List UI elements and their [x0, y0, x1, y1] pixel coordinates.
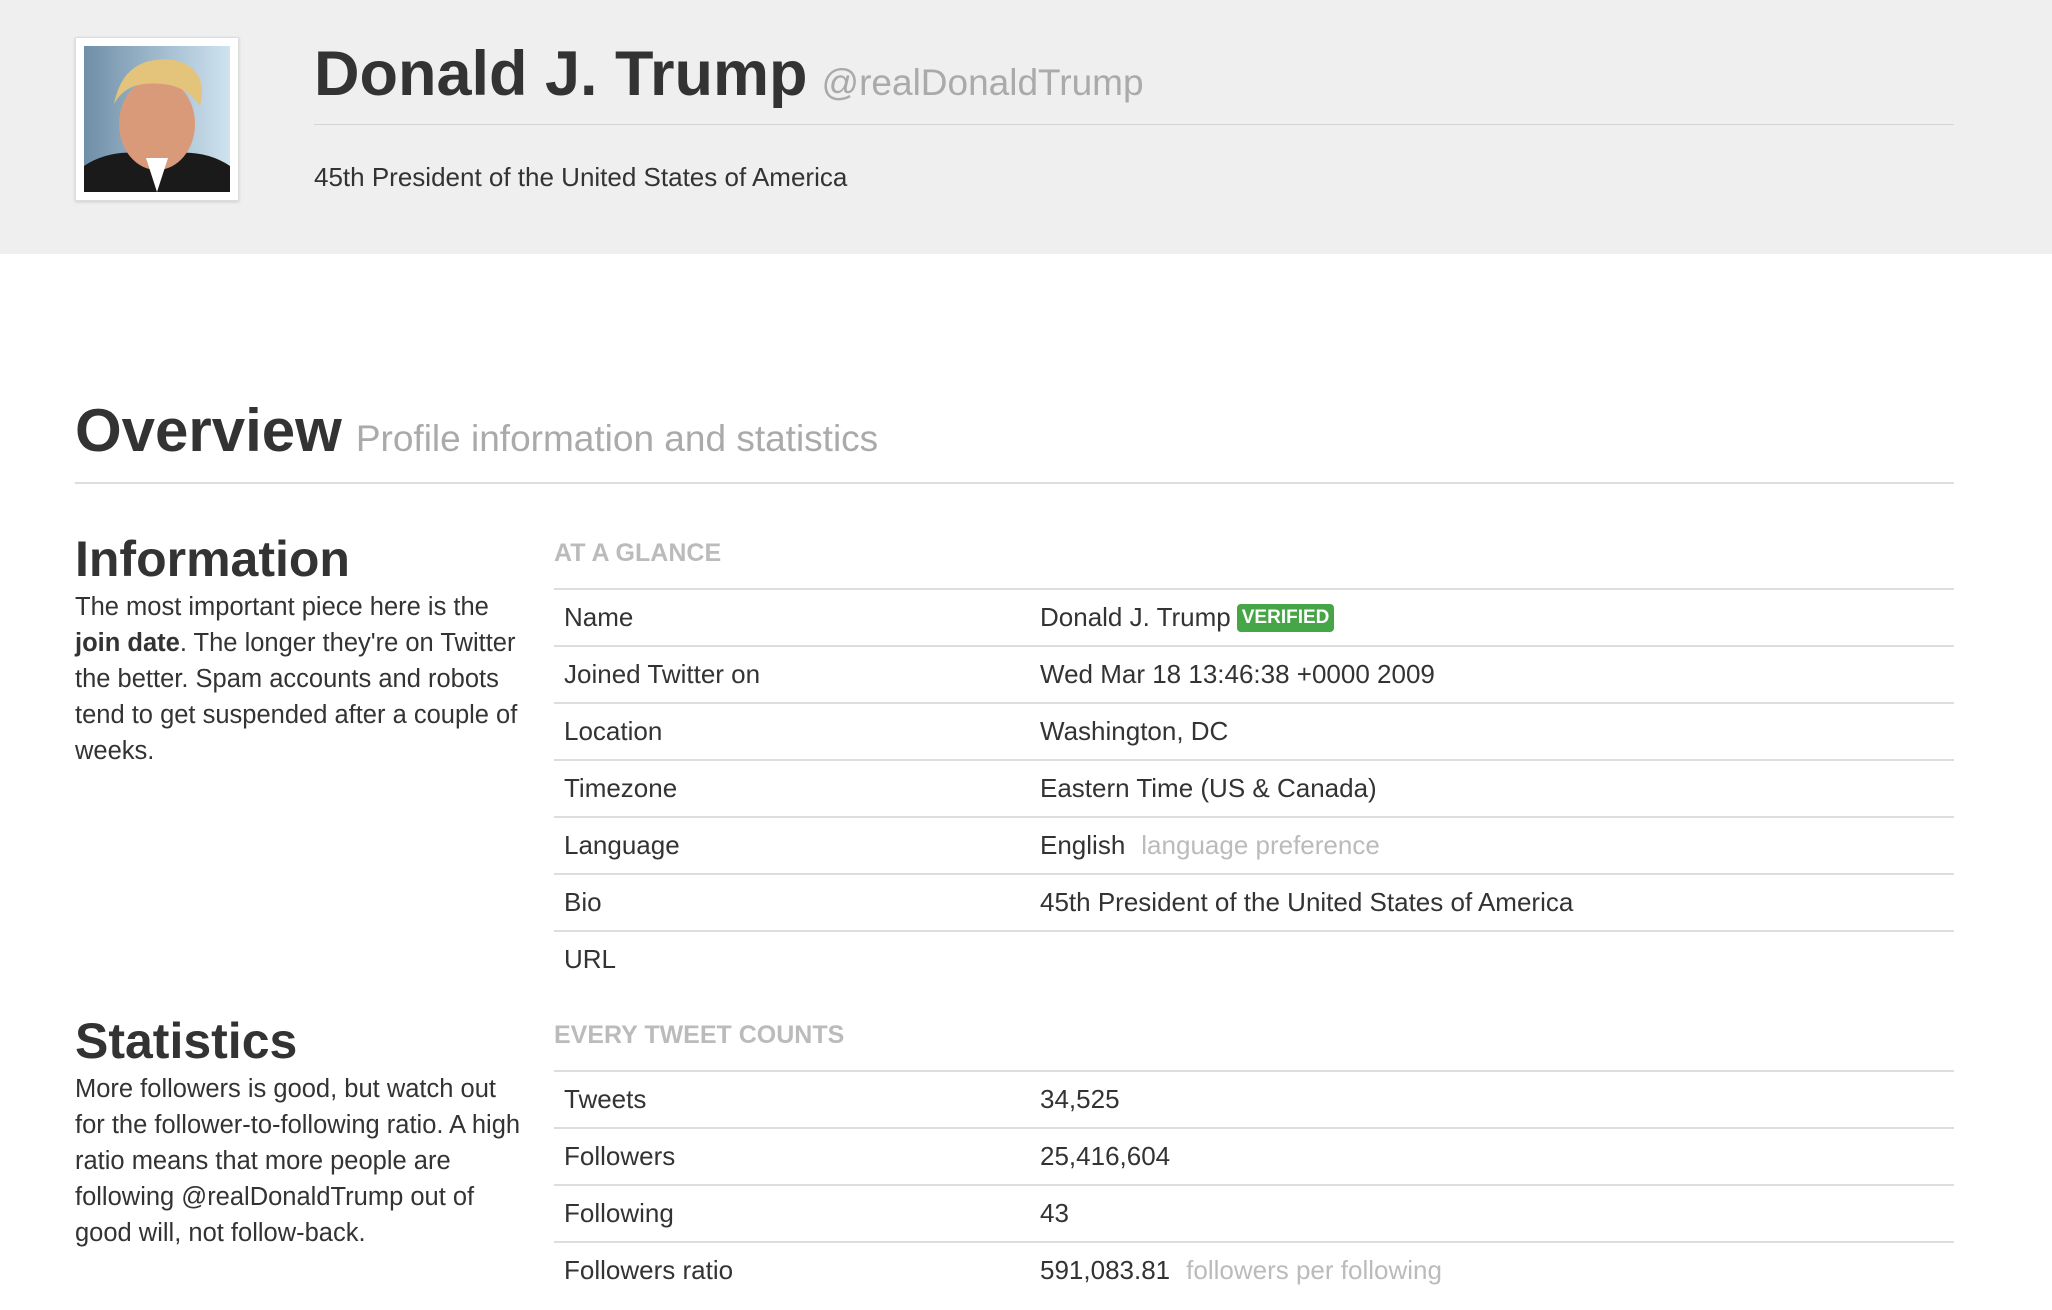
table-heading: AT A GLANCE — [554, 539, 722, 567]
value: Washington, DC — [1040, 716, 1229, 746]
value: 45th President of the United States of A… — [1040, 887, 1574, 917]
value: English — [1040, 830, 1126, 860]
info-table: Name Donald J. Trump VERIFIED Joined Twitte… — [554, 588, 1954, 987]
row-value: Eastern Time (US & Canada) — [1040, 773, 1377, 804]
table-row: URL — [554, 930, 1954, 987]
name: Donald J. Trump — [314, 39, 808, 109]
value: 34,525 — [1040, 1084, 1120, 1114]
profile-header: Donald J. Trump @realDonaldTrump 45th Pre… — [0, 0, 2052, 254]
row-label: URL — [564, 944, 617, 974]
value: 25,416,604 — [1040, 1141, 1171, 1171]
row-label: Joined Twitter on — [564, 659, 761, 689]
table-row: Language English language preference — [554, 816, 1954, 873]
section-description: More followers is good, but watch out fo… — [75, 1071, 525, 1251]
row-value: Donald J. Trump VERIFIED — [1040, 602, 1335, 633]
subtitle: Profile information and statistics — [355, 418, 879, 459]
value: 43 — [1040, 1198, 1069, 1228]
row-value: 45th President of the United States of A… — [1040, 887, 1573, 918]
value: Donald J. Trump — [1040, 602, 1231, 632]
table-row: Location Washington, DC — [554, 702, 1954, 759]
table-row: Followers ratio 591,083.81 followers per f… — [554, 1241, 1954, 1298]
divider — [75, 482, 1954, 484]
row-label: Following — [564, 1198, 674, 1228]
divider — [314, 124, 1954, 125]
table-row: Joined Twitter on Wed Mar 18 13:46:38 +00… — [554, 645, 1954, 702]
section-description: The most important piece here is the joi… — [75, 589, 525, 769]
profile-name: Donald J. Trump @realDonaldTrump — [314, 38, 1144, 110]
row-label: Tweets — [564, 1084, 647, 1114]
section-title: Statistics — [75, 1013, 298, 1069]
handle: @realDonaldTrump — [821, 62, 1144, 103]
table-heading: EVERY TWEET COUNTS — [554, 1021, 845, 1049]
section-title: Information — [75, 531, 350, 587]
row-label: Followers — [564, 1141, 676, 1171]
row-label: Name — [564, 602, 634, 632]
value-note: followers per following — [1186, 1255, 1442, 1285]
value-note: language preference — [1141, 830, 1380, 860]
table-row: Bio 45th President of the United States o… — [554, 873, 1954, 930]
row-value: 25,416,604 — [1040, 1141, 1170, 1172]
row-label: Location — [564, 716, 663, 746]
text: More followers is good, but watch out fo… — [75, 1075, 521, 1247]
bio: 45th President of the United States of A… — [314, 162, 848, 192]
avatar-image — [84, 46, 230, 192]
table-row: Tweets 34,525 — [554, 1070, 1954, 1127]
row-label: Bio — [564, 887, 602, 917]
row-value: 591,083.81 followers per following — [1040, 1255, 1442, 1286]
row-label: Language — [564, 830, 680, 860]
row-label: Timezone — [564, 773, 678, 803]
verified-badge: VERIFIED — [1236, 604, 1335, 632]
table-row: Name Donald J. Trump VERIFIED — [554, 588, 1954, 645]
table-row: Following 43 — [554, 1184, 1954, 1241]
info-table: Tweets 34,525 Followers 25,416,604 Following… — [554, 1070, 1954, 1298]
row-value: 43 — [1040, 1198, 1069, 1229]
row-value: English language preference — [1040, 830, 1380, 861]
row-value: Washington, DC — [1040, 716, 1228, 747]
text: . The longer they're on Twitter the bett… — [75, 629, 518, 765]
table-row: Timezone Eastern Time (US & Canada) — [554, 759, 1954, 816]
title: Overview — [75, 397, 342, 464]
value: 591,083.81 — [1040, 1255, 1171, 1285]
overview-title: Overview Profile information and statisti… — [75, 396, 878, 465]
emphasis: join date — [75, 629, 180, 657]
value: Eastern Time (US & Canada) — [1040, 773, 1377, 803]
table-row: Followers 25,416,604 — [554, 1127, 1954, 1184]
avatar — [75, 37, 239, 201]
row-value: 34,525 — [1040, 1084, 1120, 1115]
value: Wed Mar 18 13:46:38 +0000 2009 — [1040, 659, 1435, 689]
row-value: Wed Mar 18 13:46:38 +0000 2009 — [1040, 659, 1435, 690]
text: The most important piece here is the — [75, 593, 489, 621]
row-label: Followers ratio — [564, 1255, 734, 1285]
